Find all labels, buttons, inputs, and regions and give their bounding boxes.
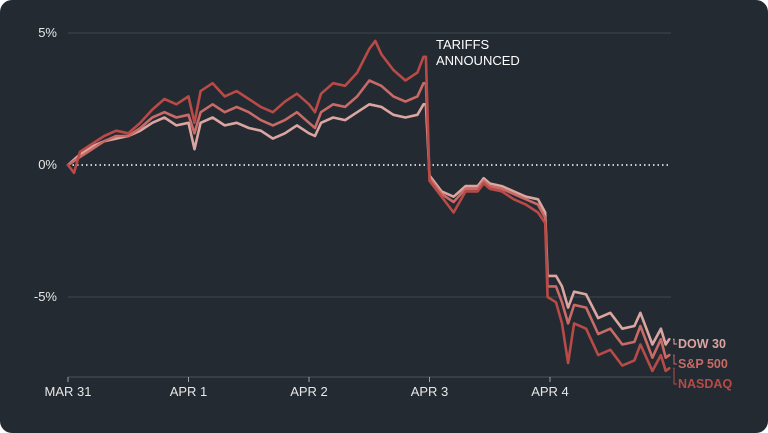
legend-connector <box>673 367 677 385</box>
x-tick-label: APR 3 <box>411 384 449 399</box>
grid-layer: 5% 0% -5% MAR 31 APR 1 APR 2 APR 3 APR 4 <box>34 25 671 399</box>
series-line-s-p-500 <box>66 79 671 359</box>
x-tick-label: APR 4 <box>531 384 569 399</box>
legend-connector <box>673 338 677 345</box>
legend-label: S&P 500 <box>678 357 728 371</box>
annotation-text: ANNOUNCED <box>436 53 520 68</box>
x-tick-label: APR 2 <box>290 384 328 399</box>
annotation-text: TARIFFS <box>436 37 490 52</box>
x-tick-label: MAR 31 <box>45 384 92 399</box>
series-line-dow-30 <box>66 103 671 346</box>
y-tick-label: 5% <box>38 25 57 40</box>
legend-label: NASDAQ <box>678 377 732 391</box>
series-layer <box>66 39 671 373</box>
legend-layer: DOW 30 S&P 500 NASDAQ <box>673 337 732 391</box>
legend-label: DOW 30 <box>678 337 726 351</box>
y-tick-label: 0% <box>38 157 57 172</box>
y-tick-label: -5% <box>34 289 58 304</box>
legend-connector <box>673 354 677 365</box>
x-tick-label: APR 1 <box>170 384 208 399</box>
series-line-nasdaq <box>66 39 671 373</box>
